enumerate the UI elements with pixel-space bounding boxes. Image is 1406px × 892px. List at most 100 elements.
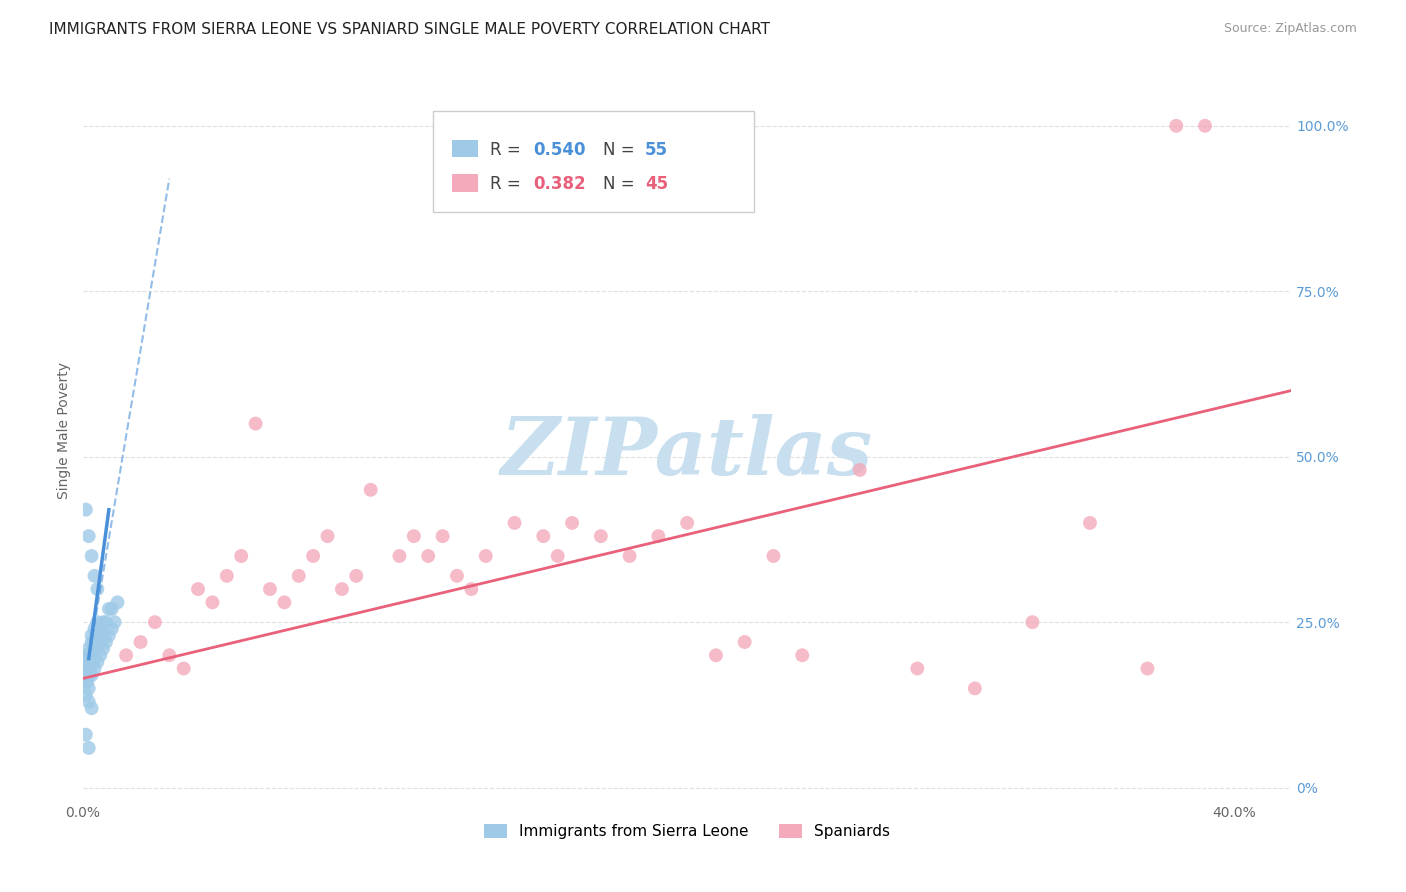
Point [86,655,108,669]
Point [503,516,526,530]
Point [75,688,97,702]
Text: 0.540: 0.540 [534,141,586,159]
Point [231,549,253,563]
Text: R =: R = [491,141,526,159]
Point [143,615,166,630]
Text: Source: ZipAtlas.com: Source: ZipAtlas.com [1223,22,1357,36]
Point [115,648,138,663]
Point [388,549,411,563]
Point [75,655,97,669]
Point [474,549,496,563]
Point [86,582,108,596]
Point [316,529,339,543]
Point [80,549,103,563]
Point [80,668,103,682]
Point [1166,119,1188,133]
Point [100,602,122,616]
Text: 0.382: 0.382 [534,175,586,194]
Point [77,648,100,663]
Text: R =: R = [491,175,526,194]
Point [460,582,482,596]
Point [762,549,785,563]
Point [80,635,103,649]
Point [79,648,101,663]
Point [100,622,122,636]
Point [589,529,612,543]
Point [86,641,108,656]
Point [734,635,756,649]
Point [104,615,127,630]
Point [77,668,100,682]
Point [80,648,103,663]
Point [83,569,105,583]
Point [97,628,120,642]
Point [647,529,669,543]
Point [94,635,117,649]
Text: 55: 55 [645,141,668,159]
Point [77,655,100,669]
Point [75,502,97,516]
Point [107,595,129,609]
Point [76,655,98,669]
Point [80,628,103,642]
Point [83,661,105,675]
Point [418,549,440,563]
Point [75,648,97,663]
Point [77,641,100,656]
Point [201,595,224,609]
Point [963,681,986,696]
Point [77,529,100,543]
Point [77,695,100,709]
Point [75,728,97,742]
Point [849,463,872,477]
Point [80,655,103,669]
Point [547,549,569,563]
Point [86,615,108,630]
Point [531,529,554,543]
Point [792,648,814,663]
Point [91,628,114,642]
Point [75,674,97,689]
Point [344,569,367,583]
Point [73,668,96,682]
Point [157,648,180,663]
Point [187,582,209,596]
Point [446,569,468,583]
Point [704,648,727,663]
Point [905,661,928,675]
Point [1078,516,1101,530]
Point [83,648,105,663]
Point [77,661,100,675]
Point [89,622,111,636]
Point [432,529,454,543]
Point [80,701,103,715]
Point [77,740,100,755]
Point [273,595,295,609]
Point [91,641,114,656]
Point [302,549,325,563]
FancyBboxPatch shape [433,112,754,211]
Point [402,529,425,543]
Point [215,569,238,583]
FancyBboxPatch shape [451,174,478,192]
Point [245,417,267,431]
Point [83,622,105,636]
Point [86,628,108,642]
Text: ZIPatlas: ZIPatlas [501,414,873,491]
Point [619,549,641,563]
Point [89,635,111,649]
Point [129,635,152,649]
Point [82,655,104,669]
Text: 45: 45 [645,175,668,194]
Point [259,582,281,596]
Legend: Immigrants from Sierra Leone, Spaniards: Immigrants from Sierra Leone, Spaniards [478,818,897,845]
Point [79,661,101,675]
Y-axis label: Single Male Poverty: Single Male Poverty [58,362,72,499]
Point [1136,661,1159,675]
Point [94,615,117,630]
Point [77,681,100,696]
Point [561,516,583,530]
Text: N =: N = [603,141,640,159]
Point [360,483,382,497]
Point [1021,615,1043,630]
